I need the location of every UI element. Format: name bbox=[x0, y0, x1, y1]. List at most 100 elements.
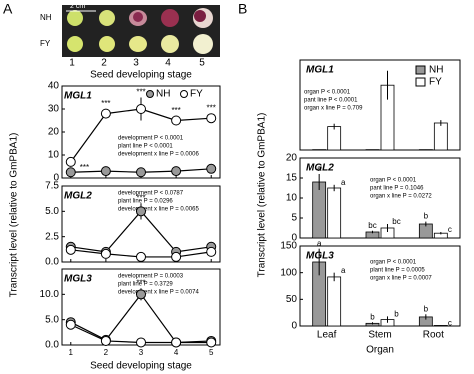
marker bbox=[206, 163, 217, 174]
chart-title: MGL2 bbox=[306, 163, 334, 174]
stage-label: 1 bbox=[69, 58, 75, 69]
stat-annotation: development P < 0.0787 bbox=[118, 191, 184, 197]
stat-annotation: plant line P = 0.3729 bbox=[118, 282, 173, 288]
significance: *** bbox=[207, 104, 216, 113]
bar bbox=[327, 187, 342, 239]
x-tick-label: Root bbox=[423, 330, 444, 341]
chart-title: MGL2 bbox=[64, 191, 92, 202]
x-tick-label: Stem bbox=[368, 330, 391, 341]
stat-annotation: pant line P = 0.1046 bbox=[370, 186, 424, 192]
legend-label: NH bbox=[429, 65, 443, 76]
y-tick-label: 30 bbox=[48, 104, 60, 115]
stat-annotation: plant line P < 0.0001 bbox=[118, 144, 173, 150]
bar bbox=[312, 181, 327, 239]
significance: *** bbox=[101, 99, 110, 108]
y-tick-label: 0 bbox=[291, 233, 297, 244]
stat-annotation: development x line P = 0.0006 bbox=[118, 152, 199, 158]
letter-label: b bbox=[394, 310, 399, 319]
stat-annotation: organ P < 0.0001 bbox=[370, 178, 417, 184]
stat-annotation: pant line P < 0.0001 bbox=[304, 98, 358, 104]
marker bbox=[171, 337, 182, 348]
significance: *** bbox=[171, 106, 180, 115]
x-axis-label: Seed developing stage bbox=[90, 361, 192, 372]
y-tick-label: 0.0 bbox=[45, 340, 59, 351]
stage-label: 3 bbox=[133, 58, 139, 69]
letter-label: a bbox=[341, 178, 346, 187]
y-tick-label: 100 bbox=[280, 267, 297, 278]
legend-swatch bbox=[415, 65, 426, 75]
significance: *** bbox=[136, 193, 145, 202]
letter-label: b bbox=[424, 304, 429, 313]
marker bbox=[136, 206, 146, 217]
stage-label: 4 bbox=[165, 58, 171, 69]
stat-annotation: development P < 0.0001 bbox=[118, 136, 184, 142]
plot-frame bbox=[299, 59, 461, 151]
legend-label: FY bbox=[429, 77, 442, 88]
legend-swatch bbox=[415, 77, 426, 87]
bar bbox=[327, 126, 342, 151]
marker bbox=[171, 251, 182, 262]
legend-marker bbox=[180, 90, 188, 98]
marker bbox=[136, 167, 146, 178]
y-tick-label: 150 bbox=[280, 241, 297, 252]
y-tick-label: 20 bbox=[48, 127, 60, 138]
y-tick-label: 0 bbox=[291, 321, 297, 332]
stat-annotation: organ x line P = 0.709 bbox=[304, 106, 363, 112]
stat-annotation: organ x line P = 0.0007 bbox=[370, 276, 432, 282]
marker bbox=[65, 156, 76, 167]
stage-label: 2 bbox=[101, 58, 107, 69]
y-tick-label: 0 bbox=[53, 173, 59, 184]
panel-label: B bbox=[238, 1, 247, 17]
y-tick-label: 5 bbox=[291, 213, 297, 224]
row-label: FY bbox=[40, 39, 51, 48]
letter-label: b bbox=[424, 212, 429, 221]
y-tick-label: 15 bbox=[286, 173, 298, 184]
chart-title: MGL1 bbox=[64, 91, 92, 102]
stage-label: 5 bbox=[199, 58, 205, 69]
chart-title: MGL3 bbox=[64, 274, 92, 285]
letter-label: bc bbox=[392, 217, 400, 226]
plot-frame bbox=[299, 245, 461, 327]
x-tick-label: Leaf bbox=[317, 330, 337, 341]
photo-x-label: Seed developing stage bbox=[90, 70, 192, 81]
marker bbox=[65, 167, 76, 178]
marker bbox=[171, 166, 182, 177]
panel-label: A bbox=[3, 1, 13, 17]
y-tick-label: 50 bbox=[286, 294, 298, 305]
marker bbox=[100, 166, 111, 177]
series-line bbox=[70, 293, 212, 344]
significance: *** bbox=[136, 88, 145, 97]
stat-annotation: development P = 0.0003 bbox=[118, 274, 184, 280]
y-axis-label: Transcript level (relative to GmPBA1) bbox=[9, 133, 20, 298]
marker bbox=[100, 335, 111, 346]
x-tick-label: 2 bbox=[104, 348, 109, 357]
bar bbox=[327, 276, 342, 327]
y-axis-label: Transcript level (relative to GmPBA1) bbox=[257, 113, 268, 278]
marker bbox=[100, 248, 111, 259]
marker bbox=[100, 108, 111, 119]
y-tick-label: 40 bbox=[48, 81, 60, 92]
x-axis-label: Organ bbox=[366, 345, 394, 356]
stat-annotation: development x line P = 0.0065 bbox=[118, 207, 199, 213]
chart-title: MGL3 bbox=[306, 251, 334, 262]
x-tick-label: 5 bbox=[209, 348, 214, 357]
stat-annotation: plant line P = 0.0296 bbox=[118, 199, 173, 205]
legend-label: NH bbox=[156, 89, 170, 100]
y-tick-label: 10 bbox=[48, 150, 60, 161]
letter-label: b bbox=[370, 312, 375, 321]
legend-label: FY bbox=[190, 89, 203, 100]
letter-label: a bbox=[317, 164, 322, 173]
stat-annotation: plant line P = 0.0005 bbox=[370, 268, 425, 274]
legend-marker bbox=[146, 90, 154, 98]
letter-label: bc bbox=[368, 221, 376, 230]
stat-annotation: development x line P = 0.0074 bbox=[118, 290, 199, 296]
x-tick-label: 1 bbox=[69, 348, 74, 357]
marker bbox=[206, 337, 217, 348]
marker bbox=[136, 104, 146, 114]
y-tick-label: 10 bbox=[286, 193, 298, 204]
marker bbox=[65, 319, 76, 330]
y-tick-label: 0.0 bbox=[45, 257, 59, 268]
stat-annotation: organ P < 0.0001 bbox=[370, 260, 417, 266]
marker bbox=[206, 246, 217, 257]
